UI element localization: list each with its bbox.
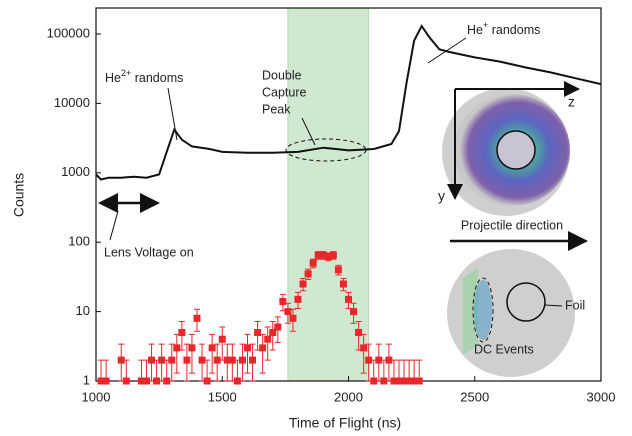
data-point: [103, 378, 110, 385]
x-tick-label: 1500: [208, 389, 237, 404]
shaded-region: [288, 8, 369, 381]
data-point: [305, 270, 312, 277]
annotation-text: He: [105, 71, 121, 85]
data-point: [188, 344, 195, 351]
data-point: [259, 344, 266, 351]
data-point: [416, 378, 423, 385]
annotation: Peak: [262, 102, 291, 116]
data-point: [310, 260, 317, 267]
data-point: [219, 336, 226, 343]
data-point: [340, 280, 347, 287]
x-tick-label: 2500: [460, 389, 489, 404]
annotation: Lens Voltage on: [104, 245, 194, 259]
annotation-text: He: [467, 23, 483, 37]
data-point: [194, 315, 201, 322]
error-bar: [209, 334, 215, 373]
data-point: [279, 298, 286, 305]
inset: z y Projectile direction Foil DC Events: [438, 88, 585, 377]
data-point: [350, 308, 357, 315]
inset-label: z: [568, 94, 575, 110]
inset-label: DC Events: [474, 342, 534, 356]
foil-shadow: [497, 131, 535, 169]
y-tick-label: 1: [83, 372, 90, 387]
data-point: [168, 357, 175, 364]
data-point: [300, 280, 307, 287]
annotation-text: randoms: [131, 71, 183, 85]
inset-label: y: [438, 188, 445, 204]
data-point: [335, 266, 342, 273]
data-point: [295, 296, 302, 303]
data-point: [209, 344, 216, 351]
error-bar: [189, 334, 195, 373]
annotation-sup: 2+: [121, 68, 131, 78]
data-point: [244, 344, 251, 351]
foil: [507, 283, 545, 321]
x-tick-label: 2000: [334, 389, 363, 404]
error-bar: [245, 334, 251, 373]
data-point: [254, 329, 261, 336]
annotation: Double: [262, 68, 302, 82]
data-point: [183, 357, 190, 364]
y-axis-title: Counts: [11, 173, 27, 217]
data-point: [123, 378, 130, 385]
x-tick-label: 3000: [587, 389, 616, 404]
annotation: He2+ randoms: [105, 68, 183, 85]
annotation: Capture: [262, 85, 307, 99]
x-tick-label: 1000: [82, 389, 111, 404]
inset-label: Foil: [565, 298, 585, 312]
data-point: [360, 344, 367, 351]
data-point: [274, 323, 281, 330]
data-point: [204, 378, 211, 385]
y-tick-label: 10000: [54, 95, 90, 110]
y-tick-label: 1000: [61, 164, 90, 179]
data-point: [249, 357, 256, 364]
data-point: [178, 329, 185, 336]
data-point: [289, 315, 296, 322]
annotation-text: randoms: [488, 23, 540, 37]
error-bar: [219, 327, 225, 360]
pointer: [110, 211, 118, 240]
x-axis-title: Time of Flight (ns): [289, 415, 401, 431]
chart: Time of Flight (ns) Counts He2+ randoms …: [0, 0, 632, 436]
y-tick-label: 10: [76, 303, 90, 318]
data-point: [239, 357, 246, 364]
annotation: He+ randoms: [467, 20, 540, 37]
error-bar: [174, 334, 180, 373]
dc-events-image: [474, 280, 492, 340]
data-point: [345, 296, 352, 303]
inset-label: Projectile direction: [461, 218, 563, 232]
y-tick-label: 100000: [47, 25, 90, 40]
data-point: [264, 336, 271, 343]
y-tick-label: 100: [68, 234, 90, 249]
data-point: [355, 329, 362, 336]
data-point: [330, 252, 337, 259]
